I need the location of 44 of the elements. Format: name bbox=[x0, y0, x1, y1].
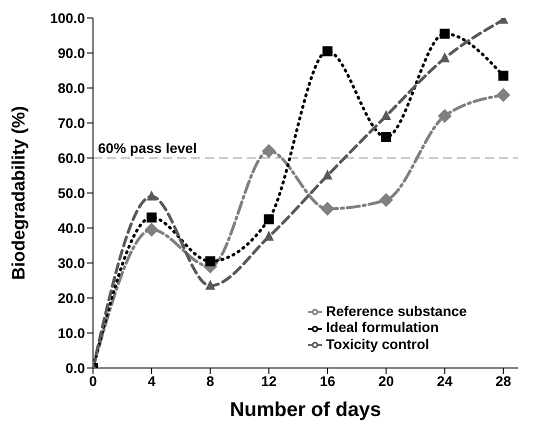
legend-label: Reference substance bbox=[326, 303, 467, 319]
point bbox=[379, 193, 394, 207]
y-tick-label: 40.0 bbox=[58, 220, 86, 236]
point bbox=[320, 202, 334, 216]
point bbox=[440, 52, 450, 62]
point bbox=[264, 230, 274, 241]
x-tick-label: 12 bbox=[261, 372, 277, 389]
x-tick-label: 16 bbox=[320, 372, 336, 389]
x-tick-label: 24 bbox=[436, 372, 453, 389]
y-tick-label: 100.0 bbox=[50, 10, 86, 26]
ref-line-label: 60% pass level bbox=[98, 140, 197, 156]
point bbox=[146, 212, 157, 222]
point bbox=[438, 109, 452, 123]
x-tick-label: 0 bbox=[89, 372, 98, 389]
x-tick-label: 20 bbox=[378, 372, 394, 389]
y-tick-label: 50.0 bbox=[58, 184, 86, 201]
y-tick-label: 30.0 bbox=[58, 254, 86, 271]
x-axis-title: Number of days bbox=[230, 399, 382, 421]
y-tick-label: 80.0 bbox=[58, 80, 86, 96]
x-tick-label: 4 bbox=[148, 372, 156, 389]
y-tick-label: 10.0 bbox=[58, 324, 86, 341]
point bbox=[498, 70, 508, 81]
y-tick-label: 90.0 bbox=[58, 44, 86, 61]
point bbox=[496, 88, 510, 102]
point bbox=[322, 170, 332, 180]
y-tick-label: 0.0 bbox=[66, 360, 86, 376]
legend-label: Toxicity control bbox=[326, 336, 430, 352]
point bbox=[381, 110, 392, 120]
x-tick-label: 28 bbox=[496, 372, 512, 389]
point bbox=[264, 214, 274, 224]
point bbox=[205, 256, 216, 266]
point bbox=[262, 144, 276, 158]
point bbox=[440, 28, 450, 39]
point bbox=[205, 280, 216, 290]
point bbox=[381, 132, 392, 142]
legend-label: Ideal formulation bbox=[326, 319, 439, 336]
y-tick-label: 70.0 bbox=[58, 114, 86, 131]
point bbox=[144, 222, 159, 237]
y-tick-label: 60.0 bbox=[58, 150, 86, 166]
y-tick-label: 20.0 bbox=[58, 290, 86, 306]
point bbox=[146, 190, 157, 200]
y-axis-title: Biodegradability (%) bbox=[8, 106, 28, 280]
x-tick-label: 8 bbox=[206, 372, 214, 389]
point bbox=[322, 46, 332, 56]
